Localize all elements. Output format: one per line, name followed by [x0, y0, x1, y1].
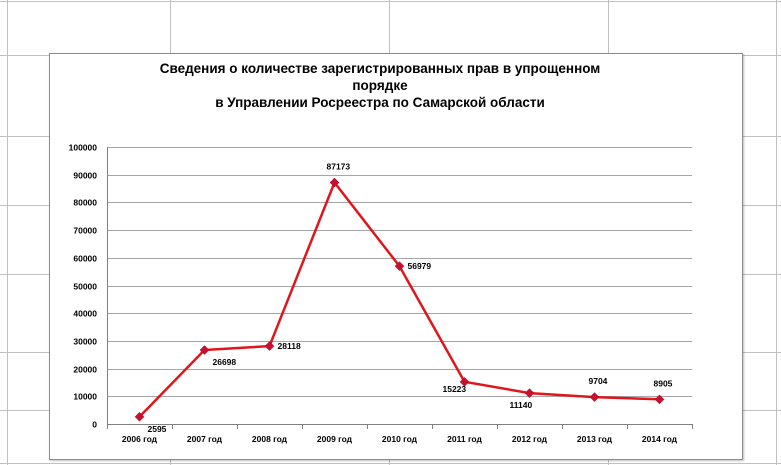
data-label: 26698: [213, 357, 237, 367]
data-label: 2595: [148, 424, 167, 434]
x-tick-label: 2012 год: [512, 434, 548, 444]
data-label: 28118: [278, 341, 301, 351]
series-line: [138, 181, 660, 418]
data-point-marker: [589, 392, 600, 402]
x-tick-label: 2008 год: [252, 434, 288, 444]
x-tick-label: 2006 год: [122, 434, 158, 444]
chart-title-line-2: порядке: [352, 78, 408, 93]
y-tick-label: 90000: [73, 171, 97, 181]
x-tick-label: 2014 год: [642, 434, 678, 444]
x-tick-label: 2011 год: [447, 434, 482, 444]
x-tick-label: 2013 год: [577, 434, 613, 444]
data-label: 9704: [589, 376, 608, 386]
data-label: 87173: [327, 162, 351, 172]
data-point-marker: [524, 388, 535, 398]
y-tick-label: 100000: [69, 143, 98, 153]
y-tick-label: 50000: [73, 282, 97, 292]
data-point-marker: [394, 261, 405, 272]
data-point-marker: [459, 376, 470, 387]
x-tick-label: 2009 год: [317, 434, 353, 444]
data-point-marker: [199, 345, 210, 355]
y-tick-label: 0: [92, 420, 97, 430]
line-chart-plot: 0 10000 20000 30000 40000 50000 60000 70000 8000…: [69, 143, 693, 444]
data-point-marker: [329, 177, 340, 188]
y-tick-label: 10000: [73, 392, 97, 402]
y-tick-label: 40000: [73, 309, 97, 319]
chart-title-line-1: Сведения о количестве зарегистрированных…: [159, 61, 601, 76]
x-tick-label: 2007 год: [187, 434, 223, 444]
data-point-marker: [264, 341, 275, 351]
chart-title: Сведения о количестве зарегистрированных…: [50, 60, 710, 111]
data-label: 11140: [510, 400, 533, 410]
data-point-marker: [134, 411, 145, 422]
chart-area: Сведения о количестве зарегистрированных…: [49, 53, 743, 460]
data-label: 15223: [443, 384, 467, 394]
y-tick-label: 20000: [73, 365, 97, 375]
chart-title-line-3: в Управлении Росреестра по Самарской обл…: [215, 95, 545, 110]
y-tick-label: 60000: [73, 254, 97, 264]
x-tick-label: 2010 год: [382, 434, 418, 444]
data-point-marker: [654, 394, 665, 405]
data-label: 8905: [654, 378, 673, 388]
y-tick-label: 70000: [73, 226, 97, 236]
y-tick-label: 30000: [73, 337, 97, 347]
data-label: 56979: [408, 261, 432, 271]
y-tick-label: 80000: [73, 198, 97, 208]
